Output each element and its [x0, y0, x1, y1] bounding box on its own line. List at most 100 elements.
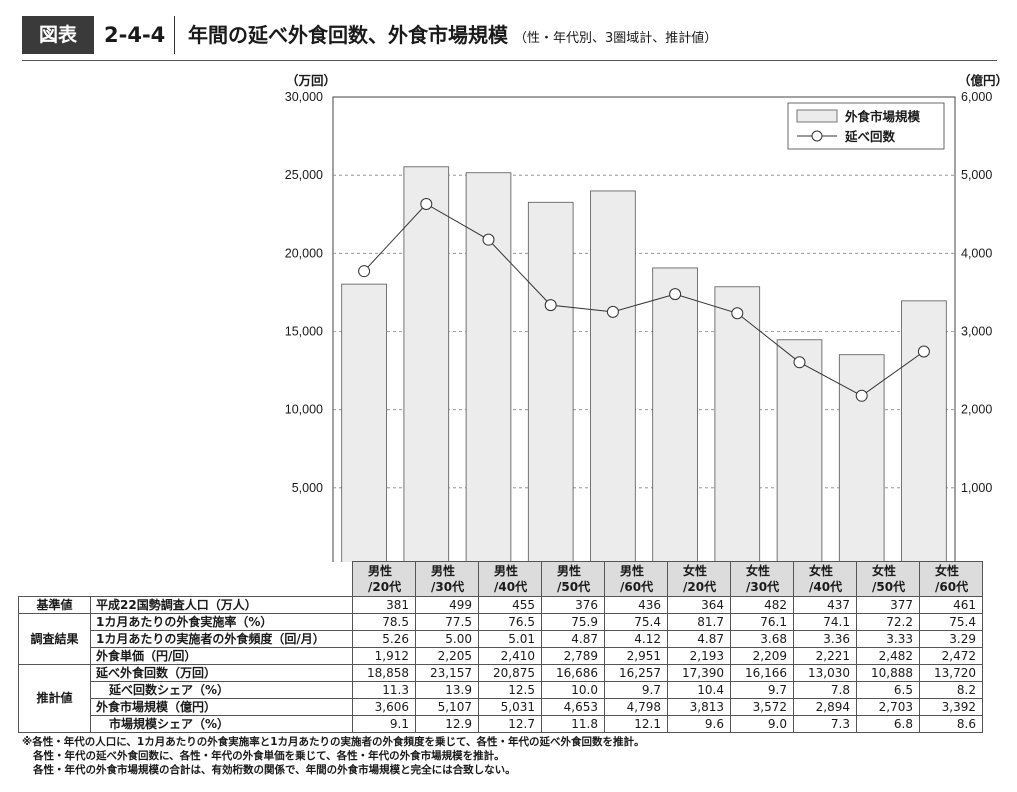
bar — [714, 286, 761, 567]
table-cell: 20,875 — [478, 664, 542, 682]
left-tick-label: 10,000 — [285, 403, 323, 417]
series-line — [363, 203, 925, 397]
table-cell: 12.1 — [604, 715, 668, 733]
row-group-label: 推計値 — [18, 664, 91, 733]
category-header-line: 女性 — [935, 564, 960, 578]
category-header: 男性/30代 — [415, 561, 479, 597]
table-cell: 81.7 — [667, 613, 731, 631]
table-cell: 381 — [352, 596, 416, 614]
table-cell: 18,858 — [352, 664, 416, 682]
category-header-line: /20代 — [368, 580, 402, 594]
table-cell: 2,482 — [856, 647, 920, 665]
category-header-line: 女性 — [809, 564, 834, 578]
bar — [901, 300, 947, 567]
category-header-line: 男性 — [620, 564, 645, 578]
category-header-line: 男性 — [494, 564, 519, 578]
table-cell: 12.9 — [415, 715, 479, 733]
table-cell: 6.8 — [856, 715, 920, 733]
category-header: 女性/50代 — [856, 561, 920, 597]
figure-number: 2-4-4 — [104, 23, 166, 47]
table-cell: 4.87 — [541, 630, 605, 648]
bar — [465, 172, 512, 567]
table-cell: 3,813 — [667, 698, 731, 716]
category-header: 女性/20代 — [667, 561, 731, 597]
table-cell: 9.0 — [730, 715, 794, 733]
category-header-line: 男性 — [557, 564, 582, 578]
footnote: 各性・年代の延べ外食回数に、各性・年代の外食単価を乗じて、各性・年代の外食市場規… — [33, 750, 505, 762]
bar — [527, 201, 574, 567]
bar — [652, 267, 698, 567]
table-cell: 2,789 — [541, 647, 605, 665]
table-cell: 16,257 — [604, 664, 668, 682]
table-cell: 2,193 — [667, 647, 731, 665]
category-header: 男性/40代 — [478, 561, 542, 597]
table-cell: 2,209 — [730, 647, 794, 665]
row-group-label: 基準値 — [18, 596, 91, 614]
table-cell: 2,951 — [604, 647, 668, 665]
table-cell: 3,572 — [730, 698, 794, 716]
table-cell: 10.4 — [667, 681, 731, 699]
legend-label-line: 延べ回数 — [844, 129, 896, 144]
category-header-line: 女性 — [683, 564, 708, 578]
line-point — [544, 299, 557, 312]
right-tick-label: 6,000 — [961, 90, 992, 104]
table-cell: 12.7 — [478, 715, 542, 733]
category-header: 女性/40代 — [793, 561, 857, 597]
table-cell: 437 — [793, 596, 857, 614]
line-point — [482, 233, 495, 246]
row-label: 延べ外食回数（万回） — [90, 664, 353, 682]
bar — [838, 354, 885, 567]
category-header-line: /60代 — [620, 580, 654, 594]
table-cell: 2,472 — [919, 647, 983, 665]
table-cell: 2,221 — [793, 647, 857, 665]
left-tick-label: 30,000 — [285, 90, 323, 104]
chart: 30,000 25,000 20,000 15,000 10,000 5,000 6,000… — [285, 73, 1008, 573]
table-cell: 482 — [730, 596, 794, 614]
table-cell: 76.1 — [730, 613, 794, 631]
right-tick-label: 3,000 — [961, 325, 992, 339]
table-cell: 16,166 — [730, 664, 794, 682]
table-cell: 7.8 — [793, 681, 857, 699]
left-tick-label: 25,000 — [285, 168, 323, 182]
table-cell: 77.5 — [415, 613, 479, 631]
line-point — [855, 389, 868, 402]
table-corner — [18, 561, 353, 597]
category-header-line: 男性 — [431, 564, 456, 578]
line-point — [731, 307, 744, 320]
table-cell: 5.26 — [352, 630, 416, 648]
line-point — [420, 197, 433, 210]
category-header: 男性/60代 — [604, 561, 668, 597]
right-tick-label: 5,000 — [961, 168, 992, 182]
table-cell: 3.36 — [793, 630, 857, 648]
row-label: 外食単価（円/回） — [90, 647, 353, 665]
table-cell: 10.0 — [541, 681, 605, 699]
row-group-label: 調査結果 — [18, 613, 91, 665]
table-cell: 3,392 — [919, 698, 983, 716]
table-cell: 11.3 — [352, 681, 416, 699]
legend-box — [787, 102, 945, 150]
left-tick-label: 15,000 — [285, 325, 323, 339]
table-cell: 3.33 — [856, 630, 920, 648]
table-cell: 12.5 — [478, 681, 542, 699]
table-cell: 376 — [541, 596, 605, 614]
table-cell: 364 — [667, 596, 731, 614]
footnote: ※各性・年代の人口に、1カ月あたりの外食実施率と1カ月あたりの実施者の外食頻度を… — [22, 736, 645, 748]
table-cell: 9.7 — [730, 681, 794, 699]
category-header-line: /50代 — [872, 580, 906, 594]
table-cell: 2,894 — [793, 698, 857, 716]
table-cell: 455 — [478, 596, 542, 614]
table-cell: 7.3 — [793, 715, 857, 733]
category-header: 女性/30代 — [730, 561, 794, 597]
bar — [341, 283, 387, 567]
legend-point-swatch — [811, 130, 823, 142]
header-divider — [174, 16, 175, 54]
category-header-line: /20代 — [683, 580, 717, 594]
bar — [776, 339, 823, 567]
category-header: 女性/60代 — [919, 561, 983, 597]
table-cell: 4,798 — [604, 698, 668, 716]
table-cell: 5.00 — [415, 630, 479, 648]
table-cell: 10,888 — [856, 664, 920, 682]
bar — [403, 166, 450, 567]
line-point — [358, 265, 371, 278]
table-cell: 23,157 — [415, 664, 479, 682]
